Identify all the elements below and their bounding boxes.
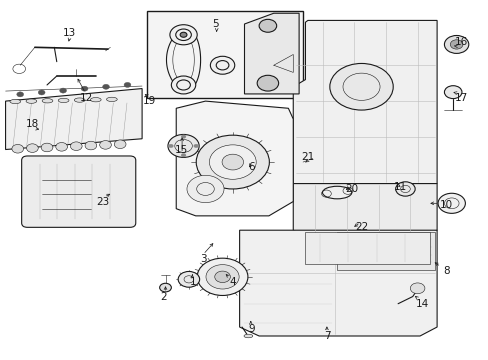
Circle shape bbox=[222, 154, 243, 170]
Bar bbox=[147, 12, 303, 98]
Text: 22: 22 bbox=[354, 222, 367, 231]
Circle shape bbox=[100, 141, 111, 149]
Ellipse shape bbox=[42, 99, 53, 103]
Circle shape bbox=[181, 135, 185, 138]
Text: 12: 12 bbox=[79, 93, 92, 103]
Polygon shape bbox=[176, 101, 293, 216]
Circle shape bbox=[85, 141, 97, 150]
Circle shape bbox=[178, 271, 199, 287]
Text: 14: 14 bbox=[415, 299, 428, 309]
Text: 23: 23 bbox=[96, 197, 109, 207]
Text: 13: 13 bbox=[62, 28, 76, 38]
Circle shape bbox=[395, 182, 414, 196]
Circle shape bbox=[159, 283, 171, 292]
Circle shape bbox=[444, 36, 468, 53]
Circle shape bbox=[181, 153, 185, 157]
Text: 2: 2 bbox=[161, 292, 167, 302]
FancyBboxPatch shape bbox=[21, 156, 136, 227]
Polygon shape bbox=[336, 232, 434, 270]
Circle shape bbox=[171, 76, 195, 94]
Circle shape bbox=[180, 32, 186, 37]
Ellipse shape bbox=[58, 98, 69, 103]
Circle shape bbox=[81, 86, 88, 91]
Circle shape bbox=[70, 142, 82, 150]
Text: 18: 18 bbox=[26, 120, 39, 129]
Circle shape bbox=[41, 143, 53, 152]
Circle shape bbox=[329, 63, 392, 110]
Text: 16: 16 bbox=[454, 37, 467, 47]
Circle shape bbox=[26, 144, 38, 152]
Ellipse shape bbox=[106, 97, 117, 102]
Circle shape bbox=[38, 90, 45, 95]
Polygon shape bbox=[293, 21, 436, 184]
Text: 11: 11 bbox=[393, 182, 407, 192]
Circle shape bbox=[124, 82, 131, 87]
Text: 20: 20 bbox=[345, 184, 358, 194]
Text: 19: 19 bbox=[142, 96, 156, 106]
Circle shape bbox=[169, 25, 197, 45]
Circle shape bbox=[114, 140, 126, 149]
Circle shape bbox=[197, 258, 247, 296]
Text: 3: 3 bbox=[199, 254, 206, 264]
Text: 6: 6 bbox=[248, 162, 255, 172]
Text: 15: 15 bbox=[174, 144, 187, 154]
Circle shape bbox=[444, 86, 461, 99]
Circle shape bbox=[167, 134, 199, 157]
Circle shape bbox=[449, 40, 462, 49]
Circle shape bbox=[259, 19, 276, 32]
Text: 5: 5 bbox=[211, 19, 218, 29]
Circle shape bbox=[60, 88, 66, 93]
Text: 21: 21 bbox=[301, 152, 314, 162]
Circle shape bbox=[257, 75, 278, 91]
Circle shape bbox=[205, 265, 239, 289]
Text: 1: 1 bbox=[190, 277, 196, 287]
Circle shape bbox=[56, 143, 67, 151]
Polygon shape bbox=[244, 13, 299, 94]
Circle shape bbox=[168, 144, 173, 148]
Circle shape bbox=[209, 145, 256, 179]
Circle shape bbox=[196, 135, 269, 189]
Circle shape bbox=[437, 193, 465, 213]
Polygon shape bbox=[305, 232, 429, 264]
Circle shape bbox=[409, 283, 424, 294]
Ellipse shape bbox=[90, 98, 101, 102]
Polygon shape bbox=[5, 89, 142, 149]
Polygon shape bbox=[239, 230, 436, 336]
Ellipse shape bbox=[74, 98, 85, 102]
Text: 10: 10 bbox=[439, 200, 452, 210]
Circle shape bbox=[12, 144, 23, 153]
Circle shape bbox=[193, 144, 198, 148]
Text: 7: 7 bbox=[324, 331, 330, 341]
Ellipse shape bbox=[10, 99, 20, 104]
Text: 9: 9 bbox=[248, 324, 255, 334]
Text: 17: 17 bbox=[454, 93, 467, 103]
Text: 8: 8 bbox=[443, 266, 449, 276]
Circle shape bbox=[214, 271, 230, 283]
Circle shape bbox=[210, 56, 234, 74]
Polygon shape bbox=[293, 184, 436, 244]
Text: 4: 4 bbox=[228, 277, 235, 287]
Ellipse shape bbox=[26, 99, 37, 103]
Circle shape bbox=[17, 92, 23, 97]
Circle shape bbox=[186, 175, 224, 203]
Circle shape bbox=[102, 84, 109, 89]
Ellipse shape bbox=[244, 334, 252, 338]
Ellipse shape bbox=[322, 186, 351, 199]
